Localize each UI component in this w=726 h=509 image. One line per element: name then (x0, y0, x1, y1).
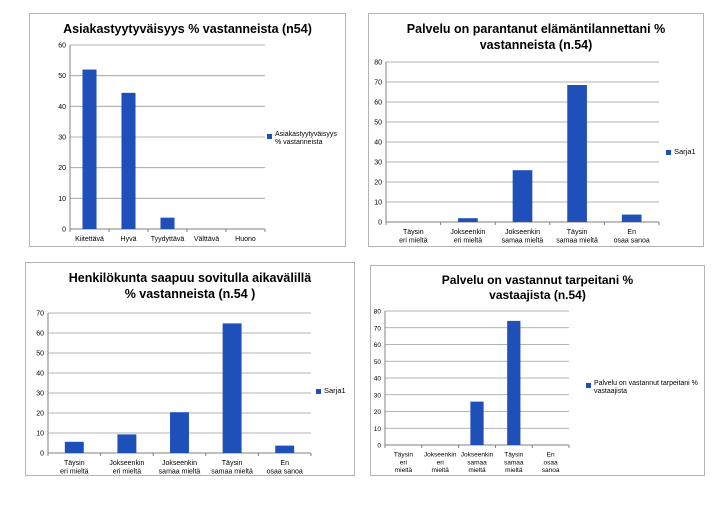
y-tick-label: 0 (62, 227, 66, 234)
y-tick-label: 20 (374, 409, 382, 416)
bar-3 (170, 412, 189, 453)
bar-3 (470, 401, 484, 445)
y-tick-label: 40 (58, 104, 66, 111)
y-tick-label: 30 (374, 392, 382, 399)
x-tick-label: Välttävä (194, 236, 219, 243)
legend-swatch (267, 134, 272, 139)
x-tick-label: En osaa sanoa (542, 452, 560, 475)
chart-panel-arrival-time: Henkilökunta saapuu sovitulla aikavälill… (25, 262, 355, 476)
y-tick-label: 10 (374, 200, 382, 207)
bar-2 (117, 434, 137, 453)
y-tick-label: 20 (374, 180, 382, 187)
x-tick-label: Tyydyttävä (151, 236, 185, 243)
bar-1 (82, 69, 97, 230)
x-tick-label: Kiitettävä (75, 236, 104, 243)
bar-4 (567, 85, 587, 222)
legend-swatch (666, 150, 671, 155)
y-tick-label: 60 (58, 43, 66, 50)
legend-label: Sarja1 (324, 386, 346, 395)
x-tick-label: Täysin eri mieltä (60, 460, 89, 475)
legend-label: Palvelu on vastannut tarpeitani % vastaa… (594, 380, 698, 396)
bar-chart-customer-satisfaction: 0 10 20 30 40 50 60 Kiitettävä Hyvä Tyydyttävä Väl… (58, 43, 266, 243)
bar-chart-needs-met: 0 10 20 30 40 50 60 70 80 Täysin eri mieltä Jokseenk… (374, 309, 570, 475)
y-tick-label: 0 (40, 451, 44, 458)
bar-2 (121, 92, 136, 229)
bar-3 (160, 217, 175, 229)
y-tick-label: 10 (58, 196, 66, 203)
y-tick-label: 20 (58, 165, 66, 172)
y-tick-label: 50 (58, 73, 66, 80)
y-tick-label: 20 (36, 411, 44, 418)
bar-chart-arrival-time: 0 10 20 30 40 50 60 70 Täysin eri mieltä Jokseenki… (36, 311, 312, 475)
y-tick-label: 30 (36, 391, 44, 398)
y-tick-label: 70 (374, 325, 382, 332)
x-tick-label: Jokseenkin eri mieltä (450, 229, 485, 244)
legend-swatch (586, 383, 591, 388)
chart-panel-customer-satisfaction: Asiakastyytyväisyys % vastanneista (n54)… (29, 13, 346, 247)
bar-5 (275, 445, 295, 453)
y-tick-label: 30 (374, 160, 382, 167)
y-tick-label: 0 (377, 443, 381, 450)
chart-title: Henkilökunta saapuu sovitulla aikavälill… (68, 271, 312, 301)
y-tick-label: 40 (36, 371, 44, 378)
chart-panel-life-situation: Palvelu on parantanut elämäntilannettani… (368, 13, 704, 247)
y-tick-label: 40 (374, 376, 382, 383)
chart-title: Asiakastyytyväisyys % vastanneista (n54) (63, 22, 312, 36)
chart-legend: Palvelu on vastannut tarpeitani % vastaa… (586, 380, 704, 397)
x-tick-label: Täysin samaa mieltä (556, 229, 598, 244)
x-tick-label: Täysin samaa mieltä (504, 452, 524, 475)
x-tick-label: Huono (235, 236, 256, 243)
y-tick-label: 50 (374, 120, 382, 127)
chart-title: Palvelu on vastannut tarpeitani % vastaa… (441, 273, 634, 302)
y-tick-label: 60 (374, 342, 382, 349)
x-tick-label: Jokseenkin samaa mieltä (461, 452, 494, 475)
chart-panel-needs-met: Palvelu on vastannut tarpeitani % vastaa… (370, 265, 705, 476)
chart-legend: Sarja1 (316, 386, 346, 395)
x-tick-label: Jokseenkin samaa mieltä (502, 229, 544, 244)
chart-legend: Sarja1 (666, 147, 696, 156)
legend-swatch (316, 389, 321, 394)
y-tick-label: 70 (36, 311, 44, 318)
y-tick-label: 0 (378, 220, 382, 227)
legend-label: Sarja1 (674, 147, 696, 156)
bar-5 (621, 214, 642, 222)
chart-legend: Asiakastyytyväisyys % vastanneista (267, 131, 345, 148)
x-tick-label: En osaa sanoa (614, 229, 650, 244)
y-tick-label: 80 (374, 309, 382, 316)
bar-2 (458, 218, 478, 222)
bar-1 (64, 441, 84, 453)
y-tick-label: 50 (374, 359, 382, 366)
bar-chart-life-situation: 0 10 20 30 40 50 60 70 80 Täysin eri mieltä Jokseen… (374, 60, 660, 244)
x-tick-label: Täysin samaa mieltä (211, 460, 253, 475)
x-tick-label: Täysin eri mieltä (399, 229, 428, 244)
y-tick-label: 10 (36, 431, 44, 438)
y-tick-label: 80 (374, 60, 382, 67)
x-tick-label: Jokseenkin eri mieltä (109, 460, 144, 475)
y-tick-label: 40 (374, 140, 382, 147)
bar-4 (507, 320, 521, 445)
chart-title: Palvelu on parantanut elämäntilannettani… (406, 22, 666, 52)
legend-label: Asiakastyytyväisyys % vastanneista (275, 131, 337, 147)
x-tick-label: En osaa sanoa (267, 460, 303, 475)
x-tick-label: Jokseenkin eri mieltä (424, 452, 457, 475)
bar-4 (222, 323, 242, 453)
x-tick-label: Hyvä (121, 236, 137, 243)
y-tick-label: 60 (36, 331, 44, 338)
y-tick-label: 10 (374, 426, 382, 433)
x-tick-label: Täysin eri mieltä (394, 452, 414, 475)
x-tick-label: Jokseenkin samaa mieltä (159, 460, 201, 475)
bar-3 (512, 170, 533, 222)
y-tick-label: 70 (374, 80, 382, 87)
y-tick-label: 50 (36, 351, 44, 358)
y-tick-label: 30 (58, 135, 66, 142)
y-tick-label: 60 (374, 100, 382, 107)
